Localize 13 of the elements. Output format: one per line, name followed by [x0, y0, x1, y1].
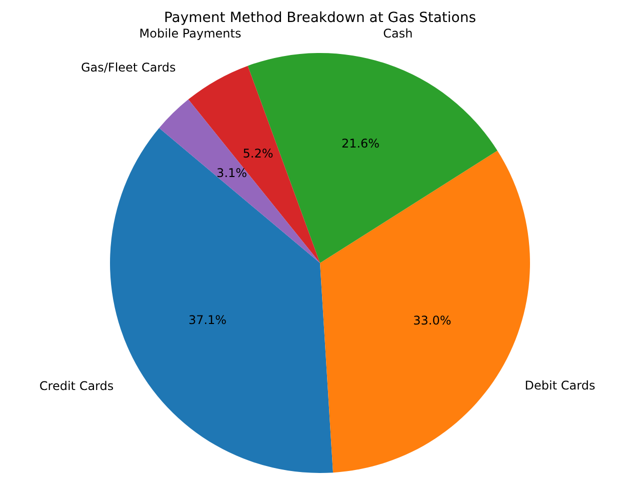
data-label: 5.2% [242, 146, 274, 160]
data-label: 37.1% [188, 312, 227, 327]
pie-slice [159, 99, 320, 263]
data-label: 33.0% [413, 313, 452, 328]
data-label: 3.1% [216, 166, 248, 180]
slice-label: Cash [383, 26, 413, 41]
chart-title: Payment Method Breakdown at Gas Stations [164, 10, 476, 26]
pie-slice [188, 66, 320, 263]
slice-label: Gas/Fleet Cards [80, 60, 176, 74]
slice-label: Mobile Payments [139, 26, 242, 40]
slice-label: Debit Cards [524, 378, 596, 392]
data-label: 21.6% [341, 136, 380, 151]
slice-label: Credit Cards [39, 378, 114, 393]
